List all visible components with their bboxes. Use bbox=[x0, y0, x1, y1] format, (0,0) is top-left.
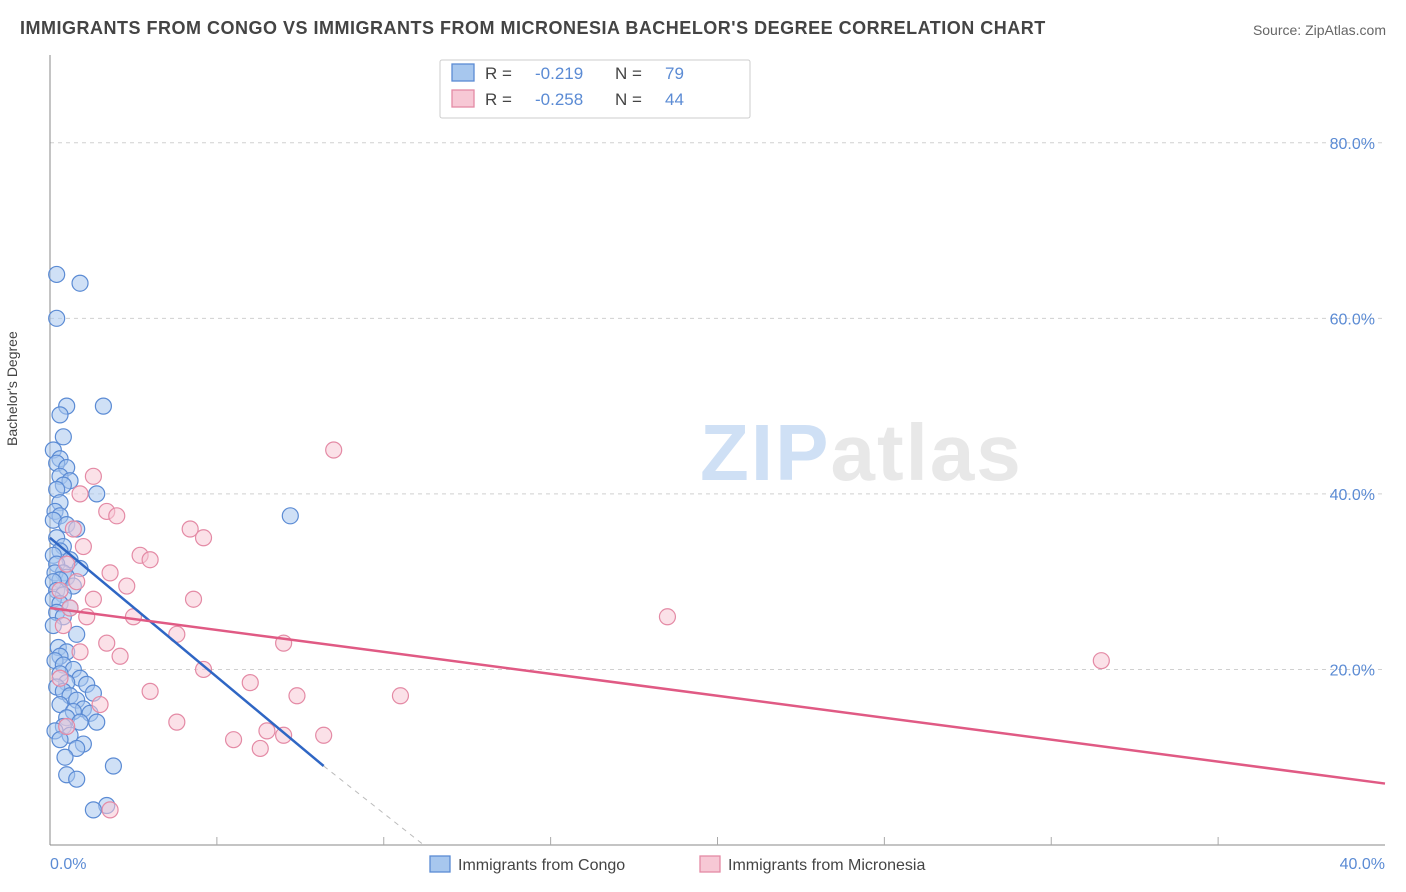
data-point bbox=[259, 723, 275, 739]
chart-container: IMMIGRANTS FROM CONGO VS IMMIGRANTS FROM… bbox=[0, 0, 1406, 892]
data-point bbox=[316, 727, 332, 743]
trend-line-extrapolate bbox=[324, 766, 424, 845]
data-point bbox=[85, 591, 101, 607]
data-point bbox=[69, 771, 85, 787]
data-point bbox=[85, 802, 101, 818]
data-point bbox=[392, 688, 408, 704]
data-point bbox=[1093, 653, 1109, 669]
data-point bbox=[52, 670, 68, 686]
data-point bbox=[119, 578, 135, 594]
data-point bbox=[109, 508, 125, 524]
data-point bbox=[55, 429, 71, 445]
y-tick-label: 20.0% bbox=[1330, 662, 1375, 679]
legend-n-label: N = bbox=[615, 64, 642, 83]
data-point bbox=[102, 802, 118, 818]
data-point bbox=[242, 675, 258, 691]
data-point bbox=[112, 648, 128, 664]
data-point bbox=[276, 727, 292, 743]
data-point bbox=[92, 697, 108, 713]
legend-swatch bbox=[452, 64, 474, 81]
y-tick-label: 80.0% bbox=[1330, 136, 1375, 153]
data-point bbox=[252, 740, 268, 756]
data-point bbox=[59, 719, 75, 735]
data-point bbox=[49, 266, 65, 282]
data-point bbox=[226, 732, 242, 748]
data-point bbox=[72, 644, 88, 660]
trend-line bbox=[50, 538, 324, 766]
data-point bbox=[196, 530, 212, 546]
data-point bbox=[102, 565, 118, 581]
legend-r-label: R = bbox=[485, 64, 512, 83]
data-point bbox=[289, 688, 305, 704]
series-label: Immigrants from Congo bbox=[458, 857, 625, 874]
trend-line bbox=[50, 608, 1385, 784]
legend-r-value: -0.219 bbox=[535, 64, 583, 83]
x-tick-label: 40.0% bbox=[1340, 856, 1385, 873]
data-point bbox=[72, 275, 88, 291]
data-point bbox=[55, 618, 71, 634]
data-point bbox=[142, 552, 158, 568]
series-swatch bbox=[430, 856, 450, 872]
watermark: ZIPatlas bbox=[700, 408, 1023, 497]
legend-n-value: 79 bbox=[665, 64, 684, 83]
data-point bbox=[89, 486, 105, 502]
legend-r-label: R = bbox=[485, 90, 512, 109]
data-point bbox=[326, 442, 342, 458]
scatter-chart: ZIPatlas 20.0% 40.0% 60.0% 80.0% 0.0% 40.0% R =… bbox=[0, 0, 1406, 892]
data-point bbox=[89, 714, 105, 730]
data-point bbox=[65, 521, 81, 537]
data-point bbox=[57, 749, 73, 765]
legend-swatch bbox=[452, 90, 474, 107]
data-point bbox=[95, 398, 111, 414]
data-point bbox=[105, 758, 121, 774]
y-tick-label: 40.0% bbox=[1330, 487, 1375, 504]
x-tick-label: 0.0% bbox=[50, 856, 86, 873]
series-swatch bbox=[700, 856, 720, 872]
data-point bbox=[142, 683, 158, 699]
data-point bbox=[72, 486, 88, 502]
data-point bbox=[186, 591, 202, 607]
y-tick-label: 60.0% bbox=[1330, 311, 1375, 328]
data-point bbox=[62, 600, 78, 616]
series-label: Immigrants from Micronesia bbox=[728, 857, 925, 874]
data-point bbox=[99, 635, 115, 651]
data-point bbox=[85, 468, 101, 484]
data-point bbox=[52, 582, 68, 598]
data-point bbox=[52, 407, 68, 423]
legend-n-label: N = bbox=[615, 90, 642, 109]
legend-n-value: 44 bbox=[665, 90, 684, 109]
data-point bbox=[59, 556, 75, 572]
data-point bbox=[169, 714, 185, 730]
data-point bbox=[659, 609, 675, 625]
data-point bbox=[75, 539, 91, 555]
legend-r-value: -0.258 bbox=[535, 90, 583, 109]
data-point bbox=[49, 310, 65, 326]
data-point bbox=[282, 508, 298, 524]
data-point bbox=[69, 574, 85, 590]
